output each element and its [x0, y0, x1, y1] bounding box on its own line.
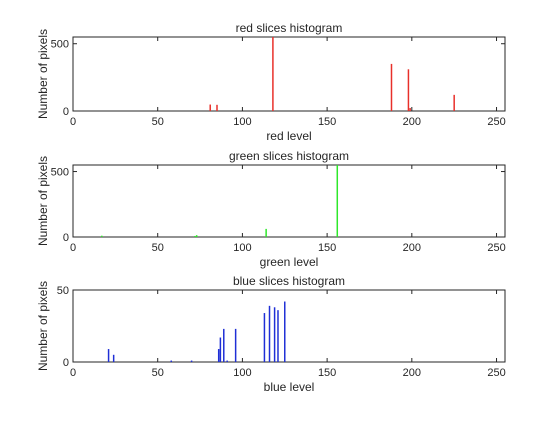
blue-x-tick-label: 100 [233, 367, 251, 379]
green-histogram-panel: 0 50 100 150 200 250 0 500 green slices histogra… [36, 149, 506, 269]
green-x-tick-label: 150 [318, 242, 336, 254]
red-x-axis-label: red level [266, 129, 311, 143]
blue-axes-box [72, 289, 506, 363]
red-x-tick-label: 200 [403, 116, 421, 128]
blue-x-axis-label: blue level [264, 380, 315, 394]
red-histogram-panel: 0 50 100 150 200 250 0 500 red slices histogram r… [36, 21, 506, 143]
blue-chart-title: blue slices histogram [233, 274, 345, 288]
green-y-tick-label: 0 [63, 232, 69, 244]
blue-x-tick-label: 150 [318, 367, 336, 379]
blue-x-tick-label: 250 [487, 367, 505, 379]
red-x-tick-label: 100 [233, 116, 251, 128]
blue-y-tick-label: 0 [63, 357, 69, 369]
green-x-axis-label: green level [260, 255, 319, 269]
green-axes-box [72, 164, 506, 238]
blue-y-tick-label: 50 [57, 285, 69, 297]
blue-histogram-panel: 0 50 100 150 200 250 0 50 blue slices histogram b… [36, 274, 506, 394]
red-chart-title: red slices histogram [236, 21, 343, 35]
blue-x-tick-label: 50 [152, 367, 164, 379]
green-x-tick-label: 200 [403, 242, 421, 254]
blue-x-tick-label: 200 [403, 367, 421, 379]
green-x-tick-label: 50 [152, 242, 164, 254]
red-axes-box [72, 36, 506, 112]
blue-y-axis-label: Number of pixels [36, 281, 50, 371]
red-x-tick-label: 150 [318, 116, 336, 128]
green-x-tick-label: 100 [233, 242, 251, 254]
blue-x-tick-label: 0 [70, 367, 76, 379]
red-y-tick-label: 0 [63, 106, 69, 118]
green-y-axis-label: Number of pixels [36, 156, 50, 246]
red-x-tick-label: 0 [70, 116, 76, 128]
red-y-tick-label: 500 [51, 39, 69, 51]
red-x-tick-label: 250 [487, 116, 505, 128]
red-y-axis-label: Number of pixels [36, 29, 50, 119]
green-y-tick-label: 500 [51, 167, 69, 179]
red-x-tick-label: 50 [152, 116, 164, 128]
green-chart-title: green slices histogram [229, 149, 349, 163]
green-x-tick-label: 0 [70, 242, 76, 254]
green-x-tick-label: 250 [487, 242, 505, 254]
